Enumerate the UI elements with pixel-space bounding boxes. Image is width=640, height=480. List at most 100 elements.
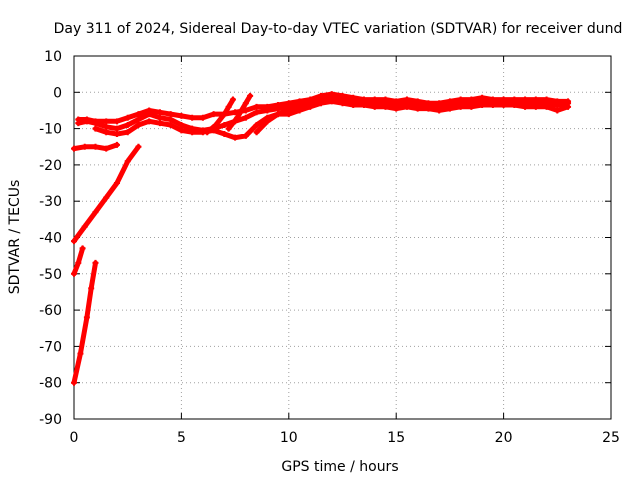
data-point — [328, 98, 335, 105]
data-point — [113, 131, 120, 138]
data-point — [393, 105, 400, 112]
data-point — [554, 98, 561, 105]
data-point — [543, 103, 550, 110]
data-point — [511, 102, 518, 109]
data-point — [225, 103, 232, 110]
data-point — [393, 98, 400, 105]
data-point — [371, 103, 378, 110]
data-point — [446, 98, 453, 105]
data-point — [135, 121, 142, 128]
data-point — [103, 129, 110, 136]
series-1 — [75, 91, 572, 125]
data-point — [425, 105, 432, 112]
data-point — [81, 223, 88, 230]
data-point — [178, 127, 185, 134]
x-tick-label: 25 — [602, 430, 620, 446]
axis-ticks: 0 5 10 15 20 25 10 0 -10 -20 -30 -40 -50 -60 -70 -80 -90 — [39, 49, 620, 446]
data-point — [71, 270, 77, 277]
data-point — [232, 134, 239, 141]
series-6 — [71, 141, 120, 152]
data-point — [178, 112, 185, 119]
data-point — [543, 96, 550, 103]
data-point — [403, 103, 410, 110]
x-tick-label: 0 — [70, 430, 79, 446]
data-point — [446, 105, 453, 112]
x-axis-label: GPS time / hours — [281, 459, 398, 475]
data-point — [275, 102, 282, 109]
data-point — [225, 125, 232, 132]
data-point — [350, 94, 357, 101]
data-point — [77, 350, 84, 357]
data-point — [511, 96, 518, 103]
series-line — [226, 93, 253, 132]
data-point — [212, 121, 219, 128]
x-tick-label: 5 — [177, 430, 186, 446]
data-point — [318, 100, 325, 107]
data-point — [522, 96, 529, 103]
data-point — [71, 145, 77, 152]
data-point — [113, 141, 120, 148]
data-point — [565, 103, 572, 110]
y-tick-label: -20 — [39, 158, 62, 174]
data-point — [253, 129, 260, 136]
data-point — [414, 105, 421, 112]
data-point — [468, 96, 475, 103]
data-point — [489, 102, 496, 109]
series-layer — [71, 91, 572, 386]
data-point — [328, 91, 335, 98]
series-4 — [225, 92, 254, 132]
data-point — [83, 314, 90, 321]
data-point — [124, 121, 131, 128]
series-3 — [204, 96, 236, 136]
data-point — [532, 103, 539, 110]
data-point — [79, 245, 86, 252]
data-point — [167, 111, 174, 118]
data-point — [242, 114, 249, 121]
data-point — [350, 102, 357, 109]
data-point — [436, 107, 443, 114]
data-point — [253, 109, 260, 116]
y-tick-label: 10 — [44, 49, 62, 65]
data-point — [318, 92, 325, 99]
data-point — [360, 96, 367, 103]
data-point — [500, 102, 507, 109]
y-tick-label: 0 — [53, 85, 62, 101]
data-point — [414, 98, 421, 105]
data-point — [124, 129, 131, 136]
data-point — [124, 158, 131, 165]
data-point — [285, 107, 292, 114]
series-8 — [71, 245, 86, 277]
data-point — [113, 118, 120, 125]
data-point — [382, 96, 389, 103]
data-point — [339, 92, 346, 99]
data-point — [113, 180, 120, 187]
data-point — [253, 103, 260, 110]
data-point — [253, 121, 260, 128]
data-point — [167, 121, 174, 128]
x-tick-label: 10 — [280, 430, 298, 446]
data-point — [156, 114, 163, 121]
data-point — [221, 121, 228, 128]
data-point — [71, 379, 77, 386]
x-tick-label: 15 — [387, 430, 405, 446]
data-point — [307, 103, 314, 110]
data-point — [81, 143, 88, 150]
data-point — [264, 118, 271, 125]
data-point — [135, 116, 142, 123]
data-point — [92, 259, 99, 266]
series-2 — [92, 98, 572, 141]
data-point — [92, 209, 99, 216]
data-point — [457, 96, 464, 103]
data-point — [92, 143, 99, 150]
series-line — [71, 260, 98, 386]
data-point — [339, 100, 346, 107]
y-tick-label: -70 — [39, 339, 62, 355]
data-point — [275, 111, 282, 118]
data-point — [113, 125, 120, 132]
data-point — [83, 116, 90, 123]
data-point — [103, 123, 110, 130]
chart-title: Day 311 of 2024, Sidereal Day-to-day VTE… — [54, 21, 623, 37]
data-point — [242, 132, 249, 139]
data-point — [88, 285, 95, 292]
data-point — [221, 131, 228, 138]
